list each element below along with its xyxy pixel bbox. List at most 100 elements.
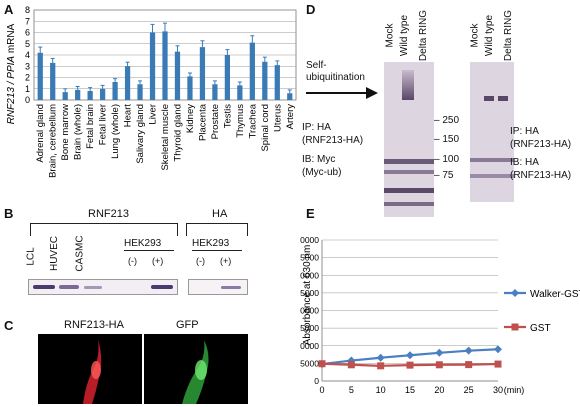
bar: [50, 62, 56, 100]
panel-label-e: E: [306, 206, 315, 221]
bar: [37, 52, 43, 100]
self-ub-label-2: ubiquitination: [306, 72, 365, 83]
hek293-underline-left: [124, 250, 174, 251]
y-tick-label: 15000: [300, 323, 319, 333]
y-tick-label: 2: [25, 73, 30, 83]
data-point: [494, 360, 502, 368]
y-tick-label: 6: [25, 28, 30, 38]
bar: [287, 93, 293, 100]
lane-label-plus-right: (+): [220, 256, 232, 266]
y-tick-label: 25000: [300, 288, 319, 298]
line-chart-absorbance: Absorbance at 630 nm 0 5000 10000 15000 2000…: [300, 235, 580, 395]
fluor-image-green: [144, 334, 248, 404]
bar: [212, 84, 218, 100]
category-label: Prostate: [210, 104, 221, 139]
d-lane-dr-right: Delta RING: [503, 9, 515, 62]
bar: [199, 47, 206, 100]
category-label: Trachea: [247, 103, 258, 138]
right-ip-line1: IP: HA: [510, 126, 539, 137]
band-lcl: [33, 285, 55, 289]
bar: [149, 32, 156, 100]
category-label: Spinal cord: [260, 104, 271, 152]
band-ha-plus: [221, 286, 241, 289]
marker-100: – 100: [434, 154, 460, 165]
hek293-label-right: HEK293: [192, 238, 230, 249]
data-point: [377, 362, 385, 370]
legend-marker: [511, 323, 519, 331]
panel-b-western: RNF213 HA LCL HUVEC CASMC HEK293 (-) (+)…: [24, 206, 284, 296]
y-tick-label: 1: [25, 84, 30, 94]
d-lane-wt-right: Wild type: [484, 14, 496, 57]
legend-label: GST: [530, 323, 551, 334]
band-casmc: [84, 286, 102, 289]
ha-bracket: [186, 223, 248, 236]
category-label: Thymus: [235, 104, 246, 138]
data-point: [406, 361, 414, 369]
right-ib-line1: IB: HA: [510, 157, 539, 168]
y-tick-label: 0: [25, 95, 30, 105]
d-lane-dr-left: Delta RING: [418, 9, 430, 62]
lane-label-huvec: HUVEC: [49, 235, 61, 272]
data-point: [318, 360, 326, 368]
fluor-image-red: [38, 334, 142, 404]
bar: [249, 42, 255, 100]
lane-label-lcl: LCL: [25, 247, 37, 266]
lane-label-casmc: CASMC: [74, 235, 86, 272]
y-tick-label: 40000: [300, 235, 319, 245]
x-axis-label: (min): [504, 385, 525, 395]
band-plus: [151, 285, 173, 289]
blot-d-right: [470, 62, 514, 202]
bar: [187, 76, 193, 100]
ha-header: HA: [212, 208, 228, 220]
x-tick-label: 20: [434, 385, 444, 395]
left-ip-line1: IP: HA: [302, 122, 331, 133]
blot-strip-rnf213: [28, 279, 178, 295]
legend-marker: [511, 289, 519, 297]
bar: [112, 82, 118, 100]
data-point: [347, 361, 355, 369]
bar-chart-ylabel: RNF213 / PPIA mRNA: [6, 23, 17, 124]
y-tick-label: 5000: [300, 358, 319, 368]
rnf213-bracket: [30, 223, 178, 236]
panel-label-b: B: [4, 206, 14, 221]
data-point: [376, 353, 385, 362]
category-label: Heart: [123, 104, 134, 128]
y-tick-label: 20000: [300, 306, 319, 316]
d-lane-mock-right: Mock: [469, 23, 481, 48]
fluor-label-rnf213: RNF213-HA: [64, 319, 124, 331]
bar: [174, 51, 181, 100]
category-label: Thyroid gland: [172, 104, 183, 162]
category-label: Adrenal gland: [35, 104, 46, 163]
y-tick-label: 35000: [300, 253, 319, 263]
category-label: Salivary gland: [135, 104, 146, 164]
category-label: Lung (whole): [110, 104, 121, 159]
bar: [262, 61, 268, 100]
category-label: Uterus: [272, 104, 283, 132]
category-label: Fetal brain: [85, 104, 96, 149]
line-chart-ylabel: Absorbance at 630 nm: [302, 245, 313, 346]
marker-250: – 250: [434, 115, 460, 126]
category-label: Liver: [148, 104, 159, 125]
x-tick-label: 30: [493, 385, 503, 395]
data-point: [435, 348, 444, 357]
fluor-label-gfp: GFP: [176, 319, 199, 331]
y-tick-label: 30000: [300, 270, 319, 280]
lane-label-minus-right: (-): [196, 256, 205, 266]
category-label: Bone marrow: [60, 104, 71, 161]
bar: [137, 84, 143, 100]
left-ib-line2: (Myc-ub): [302, 167, 342, 178]
hek293-underline-right: [192, 250, 242, 251]
marker-75: – 75: [434, 170, 454, 181]
lane-label-minus-left: (-): [128, 256, 137, 266]
panel-label-c: C: [4, 318, 14, 333]
legend-label: Walker-GST: [530, 289, 580, 300]
right-ib-line2: (RNF213-HA): [510, 170, 572, 181]
blot-d-left: [384, 62, 434, 217]
bar: [224, 55, 231, 100]
category-label: Testis: [222, 104, 233, 129]
y-tick-label: 4: [25, 50, 30, 60]
bar: [274, 65, 280, 100]
category-label: Placenta: [197, 103, 208, 141]
y-tick-label: 0: [314, 376, 319, 386]
